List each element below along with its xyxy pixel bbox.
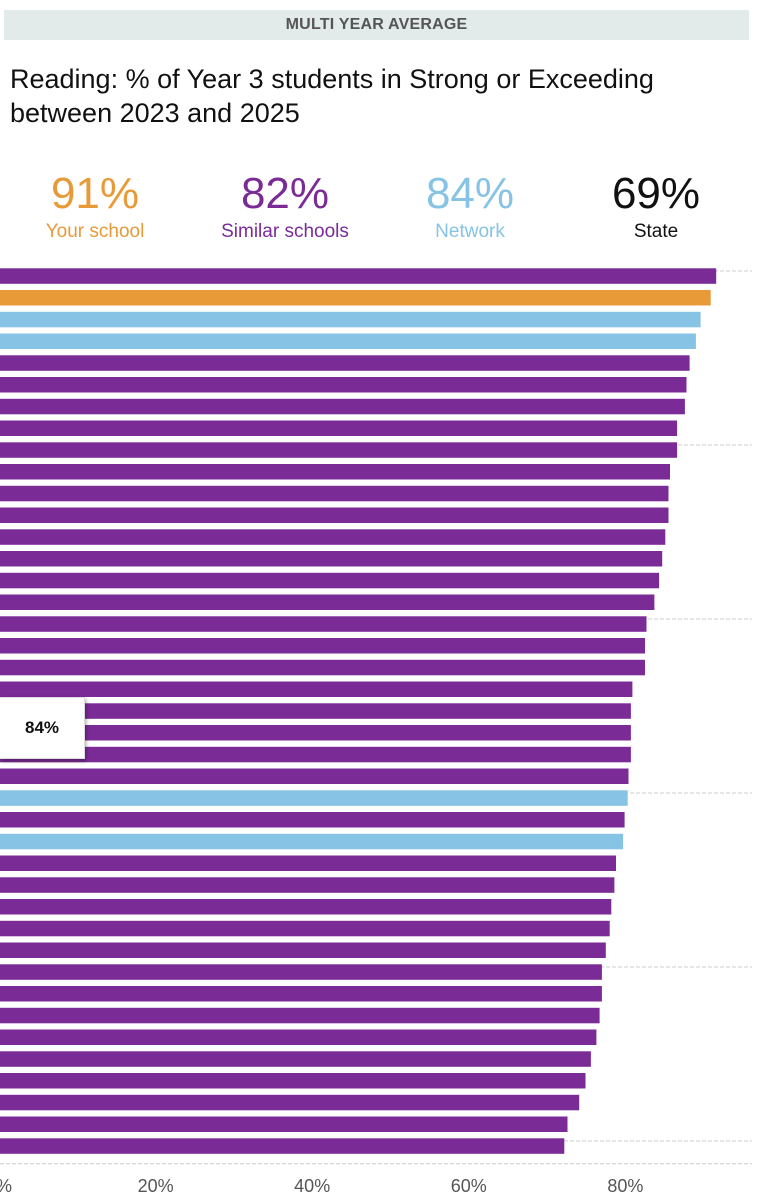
- bar-similar: [0, 1094, 580, 1111]
- bar-similar: [0, 464, 670, 480]
- x-tick-label: 80%: [607, 1176, 643, 1196]
- bar-similar: [0, 594, 655, 610]
- x-tick-label: 0%: [0, 1176, 12, 1196]
- bar-school: [0, 290, 711, 306]
- stat-state-value: 69%: [611, 169, 701, 218]
- bar-similar: [0, 398, 685, 415]
- bar-similar: [0, 877, 615, 893]
- stat-network-value: 84%: [425, 169, 515, 218]
- bar-similar: [0, 725, 631, 741]
- bar-similar: [0, 855, 616, 871]
- bar-similar: [0, 812, 625, 828]
- bar-similar: [0, 703, 631, 719]
- stat-similar-schools-value: 82%: [240, 169, 330, 218]
- hover-tooltip: 84%: [0, 697, 85, 759]
- bar-similar: [0, 616, 647, 632]
- bar-similar: [0, 442, 678, 458]
- bar-similar: [0, 920, 610, 937]
- stat-similar-schools: 82% Similar schools: [190, 168, 380, 244]
- stat-your-school-label: Your school: [45, 221, 145, 242]
- bar-similar: [0, 507, 669, 523]
- tooltip-value: 84%: [24, 718, 60, 737]
- bar-similar: [0, 746, 631, 763]
- bar-similar: [0, 681, 633, 697]
- bar-similar: [0, 420, 678, 436]
- x-tick-label: 40%: [294, 1176, 330, 1196]
- bar-similar: [0, 1029, 597, 1045]
- banner-label: MULTI YEAR AVERAGE: [285, 16, 468, 33]
- chart-title: Reading: % of Year 3 students in Strong …: [10, 64, 654, 128]
- bar-similar: [0, 572, 660, 589]
- stat-your-school-value: 91%: [50, 169, 140, 218]
- stat-similar-schools-label: Similar schools: [221, 221, 349, 242]
- bar-network: [0, 333, 696, 349]
- bar-similar: [0, 986, 602, 1002]
- stat-your-school: 91% Your school: [0, 168, 190, 244]
- bar-similar: [0, 942, 606, 958]
- bar-network: [0, 311, 701, 328]
- bar-chart: 0% 20% 40% 60% 80%: [0, 268, 752, 1196]
- bar-similar: [0, 899, 612, 915]
- stat-network: 84% Network: [375, 168, 565, 244]
- stat-state: 69% State: [561, 168, 751, 244]
- bar-similar: [0, 485, 669, 502]
- bar-network: [0, 790, 628, 806]
- bar-similar: [0, 659, 645, 676]
- bar-similar: [0, 1007, 600, 1024]
- bar-similar: [0, 1138, 565, 1154]
- bar-similar: [0, 529, 666, 545]
- bar-similar: [0, 551, 663, 567]
- bar-similar: [0, 355, 690, 371]
- section-banner: MULTI YEAR AVERAGE: [4, 10, 749, 40]
- bar-similar: [0, 1116, 568, 1132]
- bar-similar: [0, 638, 645, 654]
- stat-state-label: State: [633, 221, 679, 242]
- bar-similar: [0, 268, 717, 284]
- bar-similar: [0, 1073, 586, 1089]
- x-tick-label: 60%: [451, 1176, 487, 1196]
- bar-similar: [0, 377, 687, 393]
- bar-similar: [0, 964, 602, 980]
- stat-network-label: Network: [435, 221, 505, 242]
- bar-similar: [0, 1051, 591, 1067]
- bar-network: [0, 833, 624, 850]
- bar-similar: [0, 768, 629, 784]
- x-tick-label: 20%: [138, 1176, 174, 1196]
